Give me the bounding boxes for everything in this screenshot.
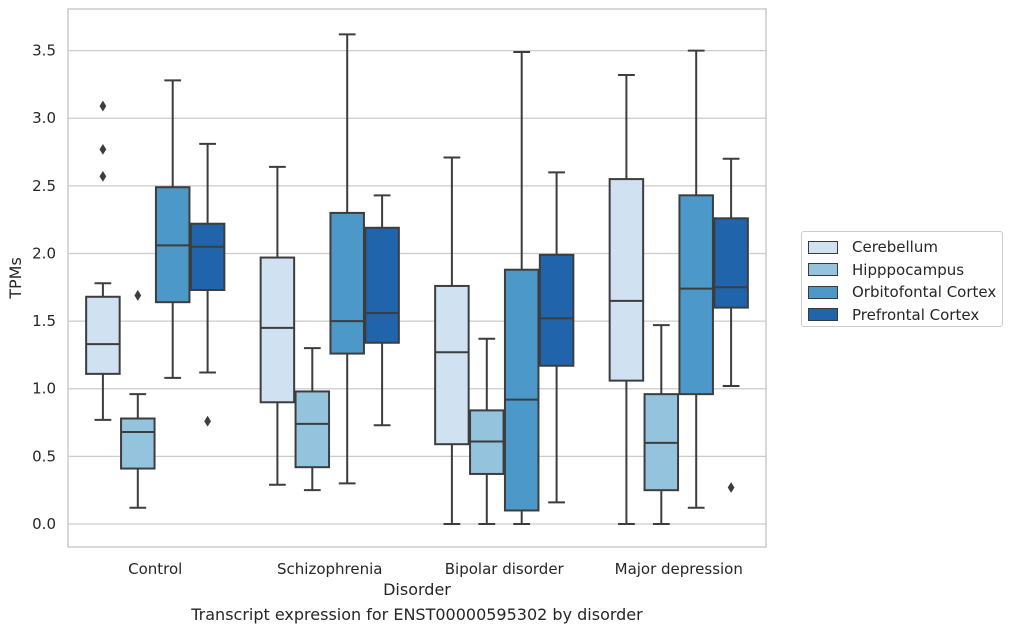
legend-item-3: Prefrontal Cortex <box>808 304 1002 327</box>
legend-swatch <box>808 308 838 322</box>
y-tick-label-1: 0.5 <box>32 447 56 465</box>
legend-swatch <box>808 285 838 299</box>
box-1-0 <box>120 290 156 509</box>
y-tick-label-7: 3.5 <box>32 42 56 60</box>
x-axis-label: Disorder <box>383 580 451 599</box>
legend-label: Hipppocampus <box>852 260 965 279</box>
box-0-0 <box>85 100 121 421</box>
box-iqr <box>434 284 470 446</box>
outlier-point-0 <box>727 482 735 493</box>
legend-swatch <box>808 240 838 254</box>
legend-item-1: Hipppocampus <box>808 259 1002 282</box>
legend: Cerebellum Hipppocampus Orbitofontal Corte… <box>801 231 1003 327</box>
box-3-3 <box>713 157 749 493</box>
box-iqr <box>503 268 540 512</box>
plot-frame <box>67 8 767 548</box>
box-1-2 <box>469 337 505 525</box>
box-iqr <box>329 211 365 355</box>
box-iqr <box>678 194 714 396</box>
box-iqr <box>713 217 749 309</box>
box-2-3 <box>678 49 714 509</box>
legend-item-0: Cerebellum <box>808 236 1002 259</box>
box-2-2 <box>503 50 540 525</box>
y-axis-label: TPMs <box>6 257 25 300</box>
x-tick-label-0: Control <box>128 560 182 578</box>
box-iqr <box>294 390 331 469</box>
legend-label: Prefrontal Cortex <box>852 305 980 324</box>
box-2-1 <box>329 33 365 485</box>
box-iqr <box>189 222 226 292</box>
outlier-point-2 <box>99 100 107 112</box>
box-3-1 <box>364 194 400 427</box>
box-0-1 <box>259 165 296 486</box>
box-iqr <box>259 256 296 404</box>
box-0-2 <box>434 156 470 525</box>
box-1-1 <box>294 347 331 492</box>
y-tick-label-3: 1.5 <box>32 312 56 330</box>
outlier-point-0 <box>204 415 211 427</box>
box-iqr <box>85 295 121 375</box>
legend-item-2: Orbitofontal Cortex <box>808 281 1002 304</box>
y-tick-label-2: 1.0 <box>32 380 56 398</box>
box-iqr <box>364 226 400 344</box>
legend-label: Cerebellum <box>852 238 938 257</box>
box-iqr <box>608 178 645 382</box>
y-tick-labels: 0.0 0.5 1.0 1.5 2.0 2.5 3.0 3.5 <box>32 42 56 533</box>
box-3-0 <box>189 142 226 427</box>
box-2-0 <box>154 79 191 379</box>
legend-swatch <box>808 263 838 277</box>
box-iqr <box>538 253 575 367</box>
box-0-3 <box>608 73 645 525</box>
box-iqr <box>120 417 156 470</box>
x-tick-label-2: Bipolar disorder <box>445 560 565 578</box>
outlier-point-1 <box>99 143 107 155</box>
x-tick-label-1: Schizophrenia <box>277 560 382 578</box>
y-tick-label-0: 0.0 <box>32 515 56 533</box>
y-tick-label-4: 2.0 <box>32 244 56 262</box>
outlier-point-0 <box>134 290 142 301</box>
box-3-2 <box>538 171 575 504</box>
legend-label: Orbitofontal Cortex <box>852 283 997 302</box>
box-plots <box>85 33 749 525</box>
y-tick-label-6: 3.0 <box>32 109 56 127</box>
x-tick-label-3: Major depression <box>615 560 743 578</box>
chart-title: Transcript expression for ENST0000059530… <box>191 605 643 624</box>
box-1-3 <box>643 324 680 525</box>
x-tick-labels: Control Schizophrenia Bipolar disorder Majo… <box>128 560 743 578</box>
outlier-point-0 <box>99 170 107 182</box>
y-tick-label-5: 2.5 <box>32 177 56 195</box>
